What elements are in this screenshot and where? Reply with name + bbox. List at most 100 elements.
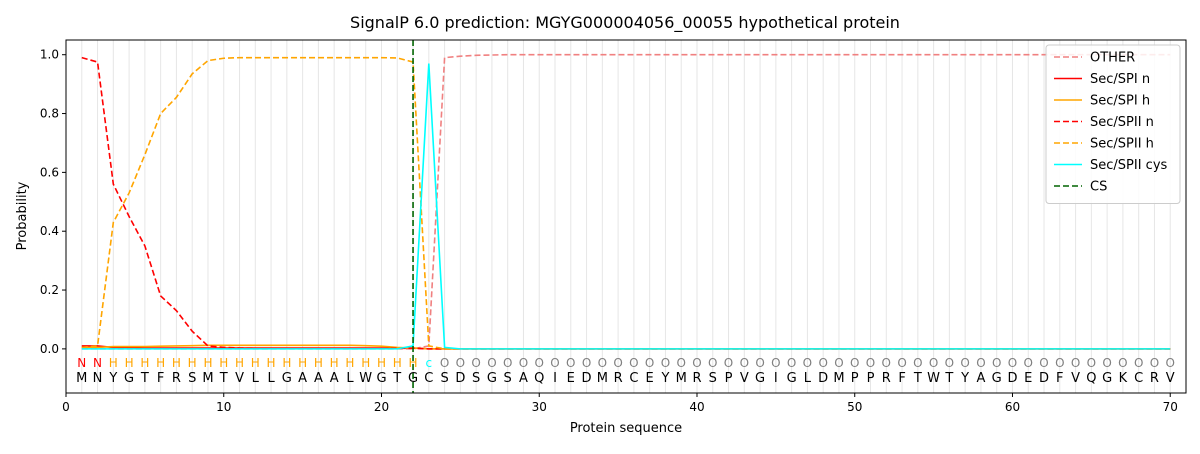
- sequence-residue: M: [676, 371, 687, 386]
- sequence-residue: V: [740, 371, 749, 386]
- region-label: O: [1150, 356, 1159, 370]
- x-tick-label: 30: [532, 400, 547, 414]
- plot-frame: [65, 39, 1187, 394]
- sequence-residue: Y: [960, 371, 969, 386]
- series-layer: [81, 40, 1171, 393]
- sequence-residue: G: [124, 371, 134, 386]
- sequence-residue: D: [1007, 371, 1017, 386]
- sequence-residue: Y: [108, 371, 117, 386]
- grid-layer: [81, 40, 1171, 393]
- region-label: H: [267, 356, 276, 370]
- y-tick-label: 0.6: [40, 165, 59, 179]
- sequence-residue: C: [629, 371, 638, 386]
- region-label: O: [550, 356, 559, 370]
- sequence-residue: T: [392, 371, 401, 386]
- sequence-residue: Y: [660, 371, 669, 386]
- region-label: O: [866, 356, 875, 370]
- sequence-residue: T: [219, 371, 228, 386]
- series-line-sec-spii-n: [81, 56, 1171, 350]
- sequence-residue: M: [597, 371, 608, 386]
- sequence-residue: A: [330, 371, 339, 386]
- legend-entry: Sec/SPI n: [1090, 72, 1150, 87]
- region-label: O: [929, 356, 938, 370]
- region-label: O: [535, 356, 544, 370]
- region-label: H: [203, 356, 212, 370]
- x-tick-label: 40: [689, 400, 704, 414]
- y-tick-label: 0.4: [40, 224, 59, 238]
- region-label: H: [361, 356, 370, 370]
- region-label: H: [109, 356, 118, 370]
- region-label: O: [960, 356, 969, 370]
- sequence-residue: A: [298, 371, 307, 386]
- x-tick-label: 50: [847, 400, 862, 414]
- legend-entry: Sec/SPII n: [1090, 115, 1154, 130]
- sequence-residue: F: [1056, 371, 1063, 386]
- sequence-residue: D: [455, 371, 465, 386]
- region-label: O: [456, 356, 465, 370]
- sequence-residue: T: [913, 371, 922, 386]
- sequence-residue: T: [140, 371, 149, 386]
- region-label: O: [913, 356, 922, 370]
- region-label: O: [1071, 356, 1080, 370]
- region-label: O: [598, 356, 607, 370]
- legend-entry: Sec/SPII cys: [1090, 158, 1168, 173]
- sequence-residue: G: [408, 371, 418, 386]
- sequence-residue: S: [472, 371, 480, 386]
- y-axis: 0.0 0.2 0.4 0.6 0.8 1.0: [40, 48, 66, 356]
- region-label: O: [787, 356, 796, 370]
- series-line-sec-spii-h: [81, 56, 1171, 350]
- sequence-residue: Q: [1086, 371, 1096, 386]
- sequence-residue: A: [976, 371, 985, 386]
- region-label: O: [661, 356, 670, 370]
- sequence-residue: V: [235, 371, 244, 386]
- sequence-residue: S: [504, 371, 512, 386]
- region-label: O: [803, 356, 812, 370]
- region-label: O: [582, 356, 591, 370]
- sequence-residue: S: [440, 371, 448, 386]
- region-label: O: [692, 356, 701, 370]
- region-label: O: [945, 356, 954, 370]
- region-label: O: [834, 356, 843, 370]
- region-label: H: [188, 356, 197, 370]
- region-label: O: [708, 356, 717, 370]
- region-label: O: [1055, 356, 1064, 370]
- x-axis-label: Protein sequence: [570, 421, 682, 436]
- region-label: O: [440, 356, 449, 370]
- sequence-residue: R: [1150, 371, 1159, 386]
- sequence-residue: P: [725, 371, 733, 386]
- legend-entry: Sec/SPII h: [1090, 137, 1154, 152]
- sequence-residue: F: [157, 371, 164, 386]
- region-label: H: [314, 356, 323, 370]
- region-label: O: [1134, 356, 1143, 370]
- region-label: H: [235, 356, 244, 370]
- x-tick-label: 10: [216, 400, 231, 414]
- sequence-residue: P: [867, 371, 875, 386]
- sequence-residue: S: [709, 371, 717, 386]
- legend-entry: CS: [1090, 180, 1107, 195]
- legend-entry: Sec/SPI h: [1090, 94, 1150, 109]
- sequence-residue: R: [614, 371, 623, 386]
- region-label: H: [156, 356, 165, 370]
- region-label: O: [613, 356, 622, 370]
- sequence-residue: W: [359, 371, 372, 386]
- x-tick-label: 20: [374, 400, 389, 414]
- sequence-residue: N: [93, 371, 103, 386]
- sequence-residue: I: [553, 371, 557, 386]
- region-label: H: [172, 356, 181, 370]
- region-label: O: [897, 356, 906, 370]
- sequence-residue: L: [346, 371, 354, 386]
- x-tick-label: 0: [62, 400, 70, 414]
- series-line-other: [81, 53, 1171, 350]
- sequence-residue: K: [1119, 371, 1128, 386]
- region-label: O: [740, 356, 749, 370]
- region-label: O: [566, 356, 575, 370]
- sequence-residue: L: [252, 371, 260, 386]
- region-label: O: [503, 356, 512, 370]
- region-label: O: [487, 356, 496, 370]
- region-label: H: [298, 356, 307, 370]
- region-label: H: [140, 356, 149, 370]
- sequence-residue: M: [76, 371, 87, 386]
- region-label: O: [1102, 356, 1111, 370]
- sequence-residue: C: [1134, 371, 1143, 386]
